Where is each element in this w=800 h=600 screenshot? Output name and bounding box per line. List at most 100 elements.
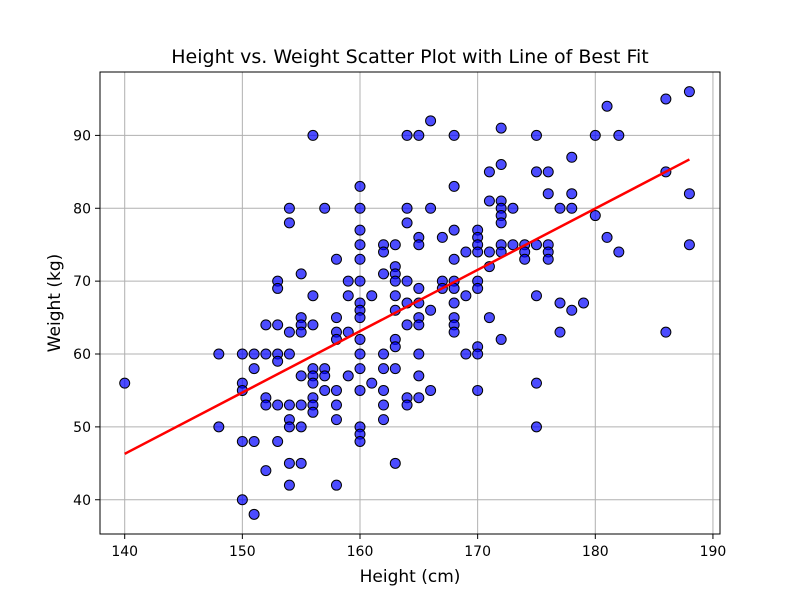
chart-title: Height vs. Weight Scatter Plot with Line… xyxy=(171,46,648,68)
data-point xyxy=(436,231,448,243)
data-point xyxy=(554,202,566,214)
x-tick-label: 140 xyxy=(111,544,138,560)
data-point xyxy=(330,399,342,411)
data-point xyxy=(260,399,272,411)
data-point xyxy=(401,217,413,229)
data-point xyxy=(342,370,354,382)
data-point xyxy=(401,399,413,411)
data-point xyxy=(601,231,613,243)
x-tick-label: 160 xyxy=(347,544,374,560)
data-point xyxy=(354,224,366,236)
x-axis-ticks: 140 150 160 170 180 190 xyxy=(111,534,726,560)
data-point xyxy=(542,166,554,178)
data-point xyxy=(236,494,248,506)
data-point xyxy=(425,115,437,127)
data-point xyxy=(425,304,437,316)
data-point xyxy=(519,253,531,265)
data-point xyxy=(589,210,601,222)
data-point xyxy=(530,166,542,178)
data-point xyxy=(307,377,319,389)
data-point xyxy=(589,129,601,141)
data-point xyxy=(448,253,460,265)
data-point xyxy=(530,129,542,141)
data-point xyxy=(366,290,378,302)
data-point xyxy=(342,290,354,302)
data-point xyxy=(483,312,495,324)
data-point xyxy=(425,202,437,214)
data-point xyxy=(236,435,248,447)
data-point xyxy=(413,348,425,360)
data-point xyxy=(295,399,307,411)
data-point xyxy=(448,129,460,141)
y-tick-label: 40 xyxy=(73,493,91,509)
x-tick-label: 170 xyxy=(464,544,491,560)
data-point xyxy=(330,312,342,324)
data-point xyxy=(507,202,519,214)
data-point xyxy=(248,363,260,375)
best-fit-line xyxy=(124,158,690,455)
data-point xyxy=(413,319,425,331)
data-point xyxy=(330,414,342,426)
best-fit-line-path xyxy=(124,158,690,455)
data-point xyxy=(683,86,695,98)
data-point xyxy=(660,326,672,338)
y-tick-label: 90 xyxy=(73,128,91,144)
data-point xyxy=(401,275,413,287)
data-point xyxy=(272,399,284,411)
data-point xyxy=(483,195,495,207)
data-point xyxy=(354,348,366,360)
data-point xyxy=(448,297,460,309)
data-point xyxy=(378,399,390,411)
data-point xyxy=(283,421,295,433)
data-point xyxy=(460,246,472,258)
data-point xyxy=(272,355,284,367)
data-point xyxy=(236,348,248,360)
data-point xyxy=(530,290,542,302)
data-point xyxy=(472,282,484,294)
y-axis-label: Weight (kg) xyxy=(45,254,65,353)
data-point xyxy=(566,188,578,200)
data-point xyxy=(248,348,260,360)
data-point xyxy=(213,421,225,433)
x-tick-label: 180 xyxy=(582,544,609,560)
data-point xyxy=(378,268,390,280)
data-point xyxy=(272,435,284,447)
data-point xyxy=(354,333,366,345)
data-point xyxy=(448,326,460,338)
data-point xyxy=(378,414,390,426)
data-point xyxy=(495,159,507,171)
data-point xyxy=(460,290,472,302)
data-point xyxy=(495,122,507,134)
data-point xyxy=(295,326,307,338)
y-tick-label: 70 xyxy=(73,274,91,290)
data-point xyxy=(413,129,425,141)
y-tick-label: 60 xyxy=(73,347,91,363)
data-point xyxy=(389,239,401,251)
data-point xyxy=(283,326,295,338)
data-point xyxy=(566,304,578,316)
data-point xyxy=(307,319,319,331)
data-point xyxy=(578,297,590,309)
data-point xyxy=(354,312,366,324)
data-point xyxy=(401,319,413,331)
data-point xyxy=(554,326,566,338)
data-point xyxy=(260,319,272,331)
data-point xyxy=(530,377,542,389)
data-point xyxy=(448,224,460,236)
data-point xyxy=(354,253,366,265)
y-tick-label: 50 xyxy=(73,420,91,436)
plot-frame xyxy=(99,71,721,535)
data-point xyxy=(307,290,319,302)
grid-lines xyxy=(100,72,720,534)
data-point xyxy=(472,384,484,396)
x-axis-label: Height (cm) xyxy=(360,567,461,587)
data-point xyxy=(248,508,260,520)
data-point xyxy=(448,180,460,192)
data-point xyxy=(330,253,342,265)
data-point xyxy=(566,151,578,163)
data-point xyxy=(389,363,401,375)
data-point xyxy=(378,384,390,396)
data-point xyxy=(319,384,331,396)
data-point xyxy=(354,202,366,214)
data-point xyxy=(483,246,495,258)
